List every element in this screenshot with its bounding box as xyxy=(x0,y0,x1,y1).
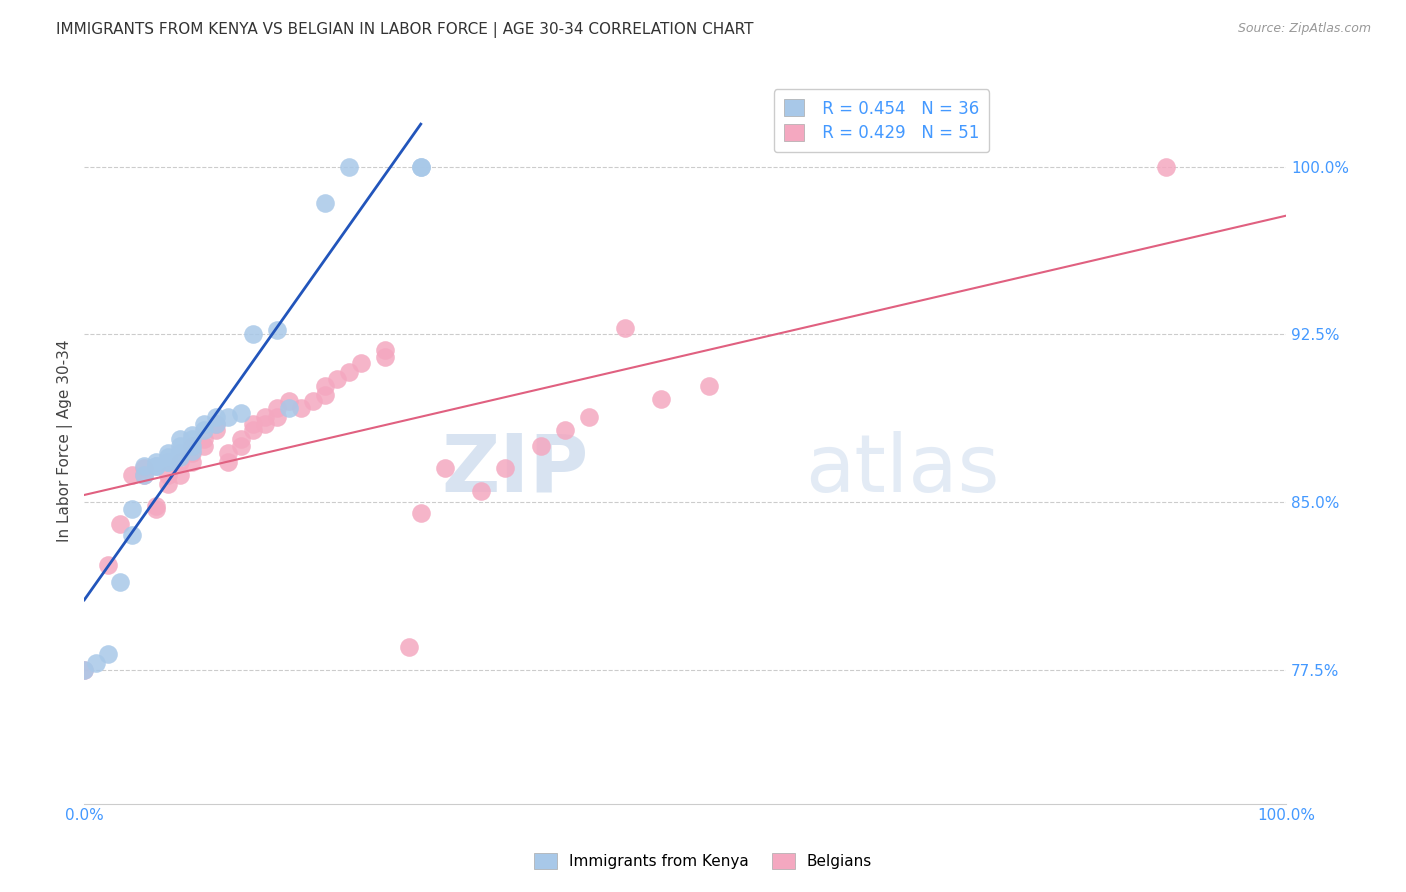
Point xyxy=(157,468,180,483)
Point xyxy=(229,433,252,447)
Point xyxy=(169,439,191,453)
Point xyxy=(409,160,432,174)
Point xyxy=(530,439,553,453)
Point xyxy=(73,663,96,677)
Point xyxy=(169,446,191,460)
Point xyxy=(205,417,228,431)
Point xyxy=(398,640,420,655)
Point xyxy=(145,501,167,516)
Point xyxy=(374,343,396,357)
Point xyxy=(242,327,264,342)
Point xyxy=(229,439,252,453)
Point xyxy=(110,517,132,532)
Point xyxy=(157,455,180,469)
Point xyxy=(181,428,204,442)
Point xyxy=(205,424,228,438)
Point xyxy=(266,323,288,337)
Point xyxy=(181,439,204,453)
Point xyxy=(121,501,143,516)
Point xyxy=(218,410,240,425)
Point xyxy=(181,439,204,453)
Point xyxy=(145,500,167,514)
Text: Source: ZipAtlas.com: Source: ZipAtlas.com xyxy=(1237,22,1371,36)
Point xyxy=(314,195,336,210)
Point xyxy=(157,477,180,491)
Point xyxy=(181,446,204,460)
Y-axis label: In Labor Force | Age 30-34: In Labor Force | Age 30-34 xyxy=(58,339,73,541)
Point xyxy=(145,455,167,469)
Point xyxy=(134,461,156,475)
Point xyxy=(433,461,456,475)
Point xyxy=(193,424,215,438)
Point xyxy=(145,459,167,474)
Point xyxy=(374,350,396,364)
Text: ZIP: ZIP xyxy=(441,431,589,508)
Point xyxy=(578,410,600,425)
Point xyxy=(253,417,276,431)
Point xyxy=(218,446,240,460)
Point xyxy=(134,468,156,483)
Point xyxy=(134,468,156,483)
Point xyxy=(290,401,312,416)
Point xyxy=(169,433,191,447)
Point xyxy=(314,378,336,392)
Legend:  R = 0.454   N = 36,  R = 0.429   N = 51: R = 0.454 N = 36, R = 0.429 N = 51 xyxy=(773,89,990,153)
Point xyxy=(697,378,720,392)
Point xyxy=(73,663,96,677)
Point xyxy=(97,647,120,661)
Point xyxy=(242,424,264,438)
Point xyxy=(266,410,288,425)
Point xyxy=(157,450,180,465)
Point xyxy=(193,417,215,431)
Point xyxy=(121,528,143,542)
Point xyxy=(409,160,432,174)
Point xyxy=(409,506,432,520)
Point xyxy=(181,433,204,447)
Point xyxy=(145,459,167,474)
Text: IMMIGRANTS FROM KENYA VS BELGIAN IN LABOR FORCE | AGE 30-34 CORRELATION CHART: IMMIGRANTS FROM KENYA VS BELGIAN IN LABO… xyxy=(56,22,754,38)
Point xyxy=(193,439,215,453)
Point xyxy=(193,433,215,447)
Point xyxy=(205,410,228,425)
Point xyxy=(134,459,156,474)
Point xyxy=(337,160,360,174)
Point xyxy=(470,483,492,498)
Point xyxy=(169,450,191,465)
Point xyxy=(169,468,191,483)
Point xyxy=(181,455,204,469)
Point xyxy=(218,455,240,469)
Point xyxy=(650,392,672,407)
Point xyxy=(229,406,252,420)
Point xyxy=(1154,160,1177,174)
Point xyxy=(325,372,347,386)
Point xyxy=(110,575,132,590)
Point xyxy=(337,365,360,379)
Text: atlas: atlas xyxy=(806,431,1000,508)
Point xyxy=(121,468,143,483)
Point xyxy=(614,320,637,334)
Point xyxy=(314,388,336,402)
Point xyxy=(157,455,180,469)
Legend: Immigrants from Kenya, Belgians: Immigrants from Kenya, Belgians xyxy=(527,847,879,875)
Point xyxy=(350,356,373,370)
Point xyxy=(494,461,516,475)
Point xyxy=(554,424,576,438)
Point xyxy=(253,410,276,425)
Point xyxy=(157,446,180,460)
Point xyxy=(277,401,299,416)
Point xyxy=(266,401,288,416)
Point xyxy=(169,455,191,469)
Point xyxy=(97,558,120,572)
Point xyxy=(205,417,228,431)
Point xyxy=(277,394,299,409)
Point xyxy=(84,656,107,670)
Point xyxy=(301,394,323,409)
Point xyxy=(181,443,204,458)
Point xyxy=(242,417,264,431)
